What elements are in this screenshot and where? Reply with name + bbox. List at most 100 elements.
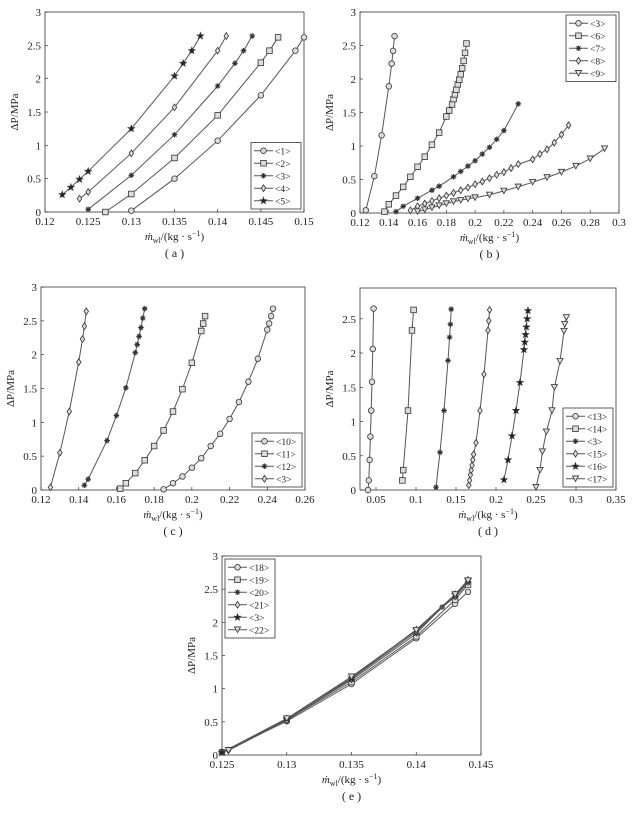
data-point [249,33,255,39]
data-point [503,455,513,464]
x-tick-label: 0.2 [489,494,503,506]
x-tick-label: 0.14 [208,216,228,228]
legend-label: <12> [276,463,296,473]
legend-label: <13> [587,413,607,423]
data-point [123,385,129,391]
data-point [47,483,54,492]
data-point [499,475,509,484]
data-point [515,160,521,169]
data-point [79,335,86,344]
data-point [235,398,243,406]
series-line [384,43,467,212]
data-point [443,191,450,200]
data-point [347,673,356,681]
panel-caption: ( d ) [478,524,498,538]
legend-item: <20> [228,589,269,599]
data-point [392,192,400,199]
data-point [81,322,88,331]
x-label-sup: −1 [369,772,378,781]
x-tick-label: 0.145 [248,216,273,228]
series-4 [76,31,230,203]
x-tick-label: 0.145 [469,759,494,771]
data-point [479,177,486,186]
data-point [437,449,443,456]
data-point [265,320,273,327]
data-point [393,208,399,215]
y-tick-label: 1.5 [23,384,37,396]
data-point [102,208,109,216]
legend-item: <19> [228,576,269,586]
data-point [365,477,372,484]
legend-label: <4> [275,185,290,195]
data-point [76,194,83,203]
y-axis-label: ΔP/MPa [324,370,336,407]
data-point [292,47,299,54]
data-point [66,182,76,192]
data-point [385,201,392,208]
data-point [362,207,369,214]
legend-box [251,432,303,488]
series-3 [47,307,89,492]
data-point [141,457,148,464]
data-point [463,40,470,47]
data-point [81,482,88,489]
data-point [226,415,233,423]
data-point [117,485,124,492]
data-point [410,306,417,314]
data-point [422,199,428,208]
legend-label: <11> [276,450,296,460]
y-tick-label: 2 [32,350,38,362]
y-tick-label: 2.5 [342,314,356,326]
x-label-unit: /(kg · s [338,774,369,786]
legend-marker-diamond-icon [575,56,582,65]
legend-label: <3> [249,614,264,624]
data-point [428,204,436,212]
data-point [58,190,67,199]
x-tick-label: 0.22 [494,217,513,229]
x-tick-label: 0.125 [210,759,235,771]
data-point [257,59,265,66]
legend-label: <16> [587,463,607,473]
legend-marker-asterisk-icon [575,45,582,52]
x-tick-label: 0.135 [162,216,187,228]
data-point [420,206,429,214]
y-axis-label: ΔP/MPa [324,94,336,131]
y-tick-label: 0 [213,750,219,762]
y-tick-label: 1 [32,417,38,429]
x-label-sub: wl [466,514,475,523]
data-point [460,57,467,65]
panel-a: 0.12 0.125 0.13 0.135 0.14 0.145 0.15 0 0.5 1 1.5 2… [9,7,314,260]
data-point [368,407,375,414]
legend-label: <14> [587,425,607,435]
legend-marker-diamond-icon [261,474,268,483]
data-point [479,151,486,157]
data-point [464,588,472,596]
x-tick-label: 0.1 [409,494,423,506]
data-point [486,174,493,183]
y-tick-label: 1.5 [27,107,41,119]
data-point [470,455,476,464]
x-tick-label: 0.16 [107,494,127,506]
legend-marker-hexagram-icon [233,612,242,621]
data-point [254,355,262,362]
panel-e: 0.125 0.13 0.135 0.14 0.145 0 0.5 1 1.5 2 2.5 3 ΔP/M… [186,551,494,803]
x-label-close: ) [200,231,204,243]
legend-label: <21> [249,601,269,611]
legend-item: <21> [228,600,269,611]
legend-marker-triangle-down-icon [571,475,580,483]
data-point [385,83,392,90]
x-tick-label: 0.3 [569,494,583,506]
legend-marker-circle-icon [575,20,582,27]
x-label-sup: −1 [505,507,514,516]
series-1 [128,34,308,214]
data-point [413,208,422,216]
x-tick-label: 0.13 [122,216,142,228]
x-axis-label: ṁwl/(kg · s−1) [145,229,205,245]
data-point [511,406,521,415]
legend-item: <4> [254,184,290,195]
legend-item: <6> [569,32,605,42]
x-label-sub: wl [468,237,477,246]
x-tick-label: 0.25 [526,494,546,506]
data-point [522,314,532,323]
